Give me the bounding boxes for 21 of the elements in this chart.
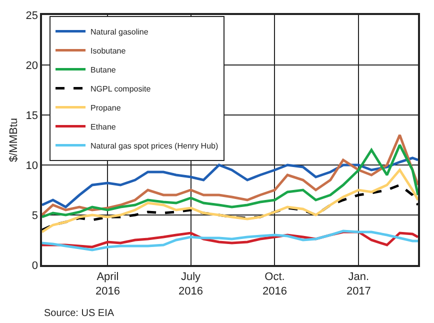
- y-tick-label: 25: [26, 10, 38, 22]
- y-tick-label: 20: [26, 60, 38, 72]
- x-tick-label: July 2016: [178, 270, 203, 298]
- legend-label: Isobutane: [90, 46, 126, 56]
- x-tick-label: April 2016: [95, 270, 120, 298]
- legend-label: NGPL composite: [90, 84, 152, 94]
- y-tick-label: 0: [32, 260, 38, 272]
- x-tick-label: Oct. 2016: [262, 270, 287, 298]
- legend-label: Natural gasoline: [90, 27, 149, 36]
- line-series: [42, 168, 418, 234]
- legend-label: Ethane: [90, 122, 116, 132]
- y-tick-label: 15: [26, 110, 38, 122]
- legend-label: Propane: [90, 103, 122, 112]
- y-tick-label: 10: [26, 160, 38, 172]
- y-axis-title: $/MMBtu: [8, 118, 20, 162]
- x-tick-label: Jan. 2017: [346, 270, 371, 298]
- legend-label: Natural gas spot prices (Henry Hub): [90, 141, 218, 150]
- y-tick-label: 5: [32, 210, 38, 222]
- source-note: Source: US EIA: [44, 308, 114, 319]
- line-series: [42, 156, 418, 208]
- legend-label: Butane: [90, 65, 116, 74]
